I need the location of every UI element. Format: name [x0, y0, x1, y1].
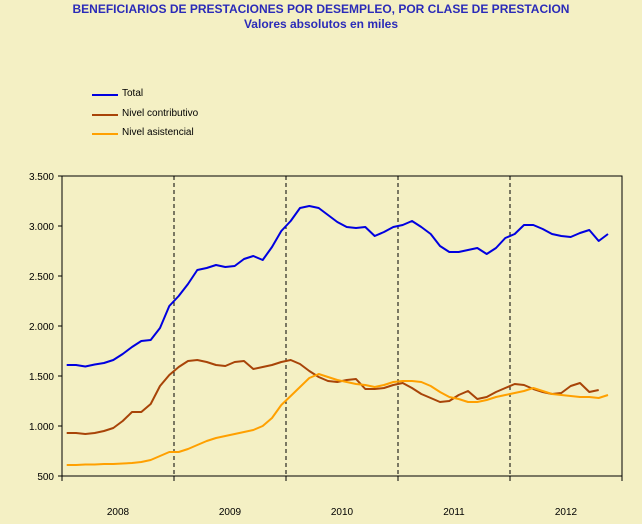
y-tick-label: 500 — [37, 472, 54, 483]
legend-item-total: Total — [92, 88, 292, 102]
legend-item-asistencial: Nivel asistencial — [92, 127, 292, 141]
series-line-contributivo — [66, 359, 599, 435]
chart-subtitle: Valores absolutos en miles — [243, 17, 399, 31]
x-tick-label: 2011 — [443, 507, 465, 518]
y-tick-label: 2.000 — [29, 322, 54, 333]
legend-label-asistencial: Nivel asistencial — [122, 127, 194, 138]
y-tick-label: 1.000 — [29, 422, 54, 433]
y-tick-label: 3.500 — [29, 172, 54, 183]
series-line-asistencial — [66, 373, 609, 466]
x-tick-label: 2008 — [107, 507, 130, 518]
x-tick-label: 2009 — [219, 507, 242, 518]
legend-swatch-asistencial — [92, 133, 118, 135]
legend-label-contributivo: Nivel contributivo — [122, 108, 199, 119]
legend-swatch-contributivo — [92, 114, 118, 116]
legend-label-total: Total — [122, 88, 144, 99]
series-line-total — [66, 205, 609, 368]
y-tick-label: 3.000 — [29, 222, 54, 233]
chart-title: BENEFICIARIOS DE PRESTACIONES POR DESEMP… — [72, 2, 570, 16]
y-tick-label: 2.500 — [29, 272, 54, 283]
x-tick-label: 2010 — [331, 507, 354, 518]
y-tick-label: 1.500 — [29, 372, 54, 383]
legend-swatch-total — [92, 94, 118, 96]
plot-area — [61, 175, 623, 477]
x-tick-label: 2012 — [555, 507, 578, 518]
legend-item-contributivo: Nivel contributivo — [92, 108, 292, 122]
